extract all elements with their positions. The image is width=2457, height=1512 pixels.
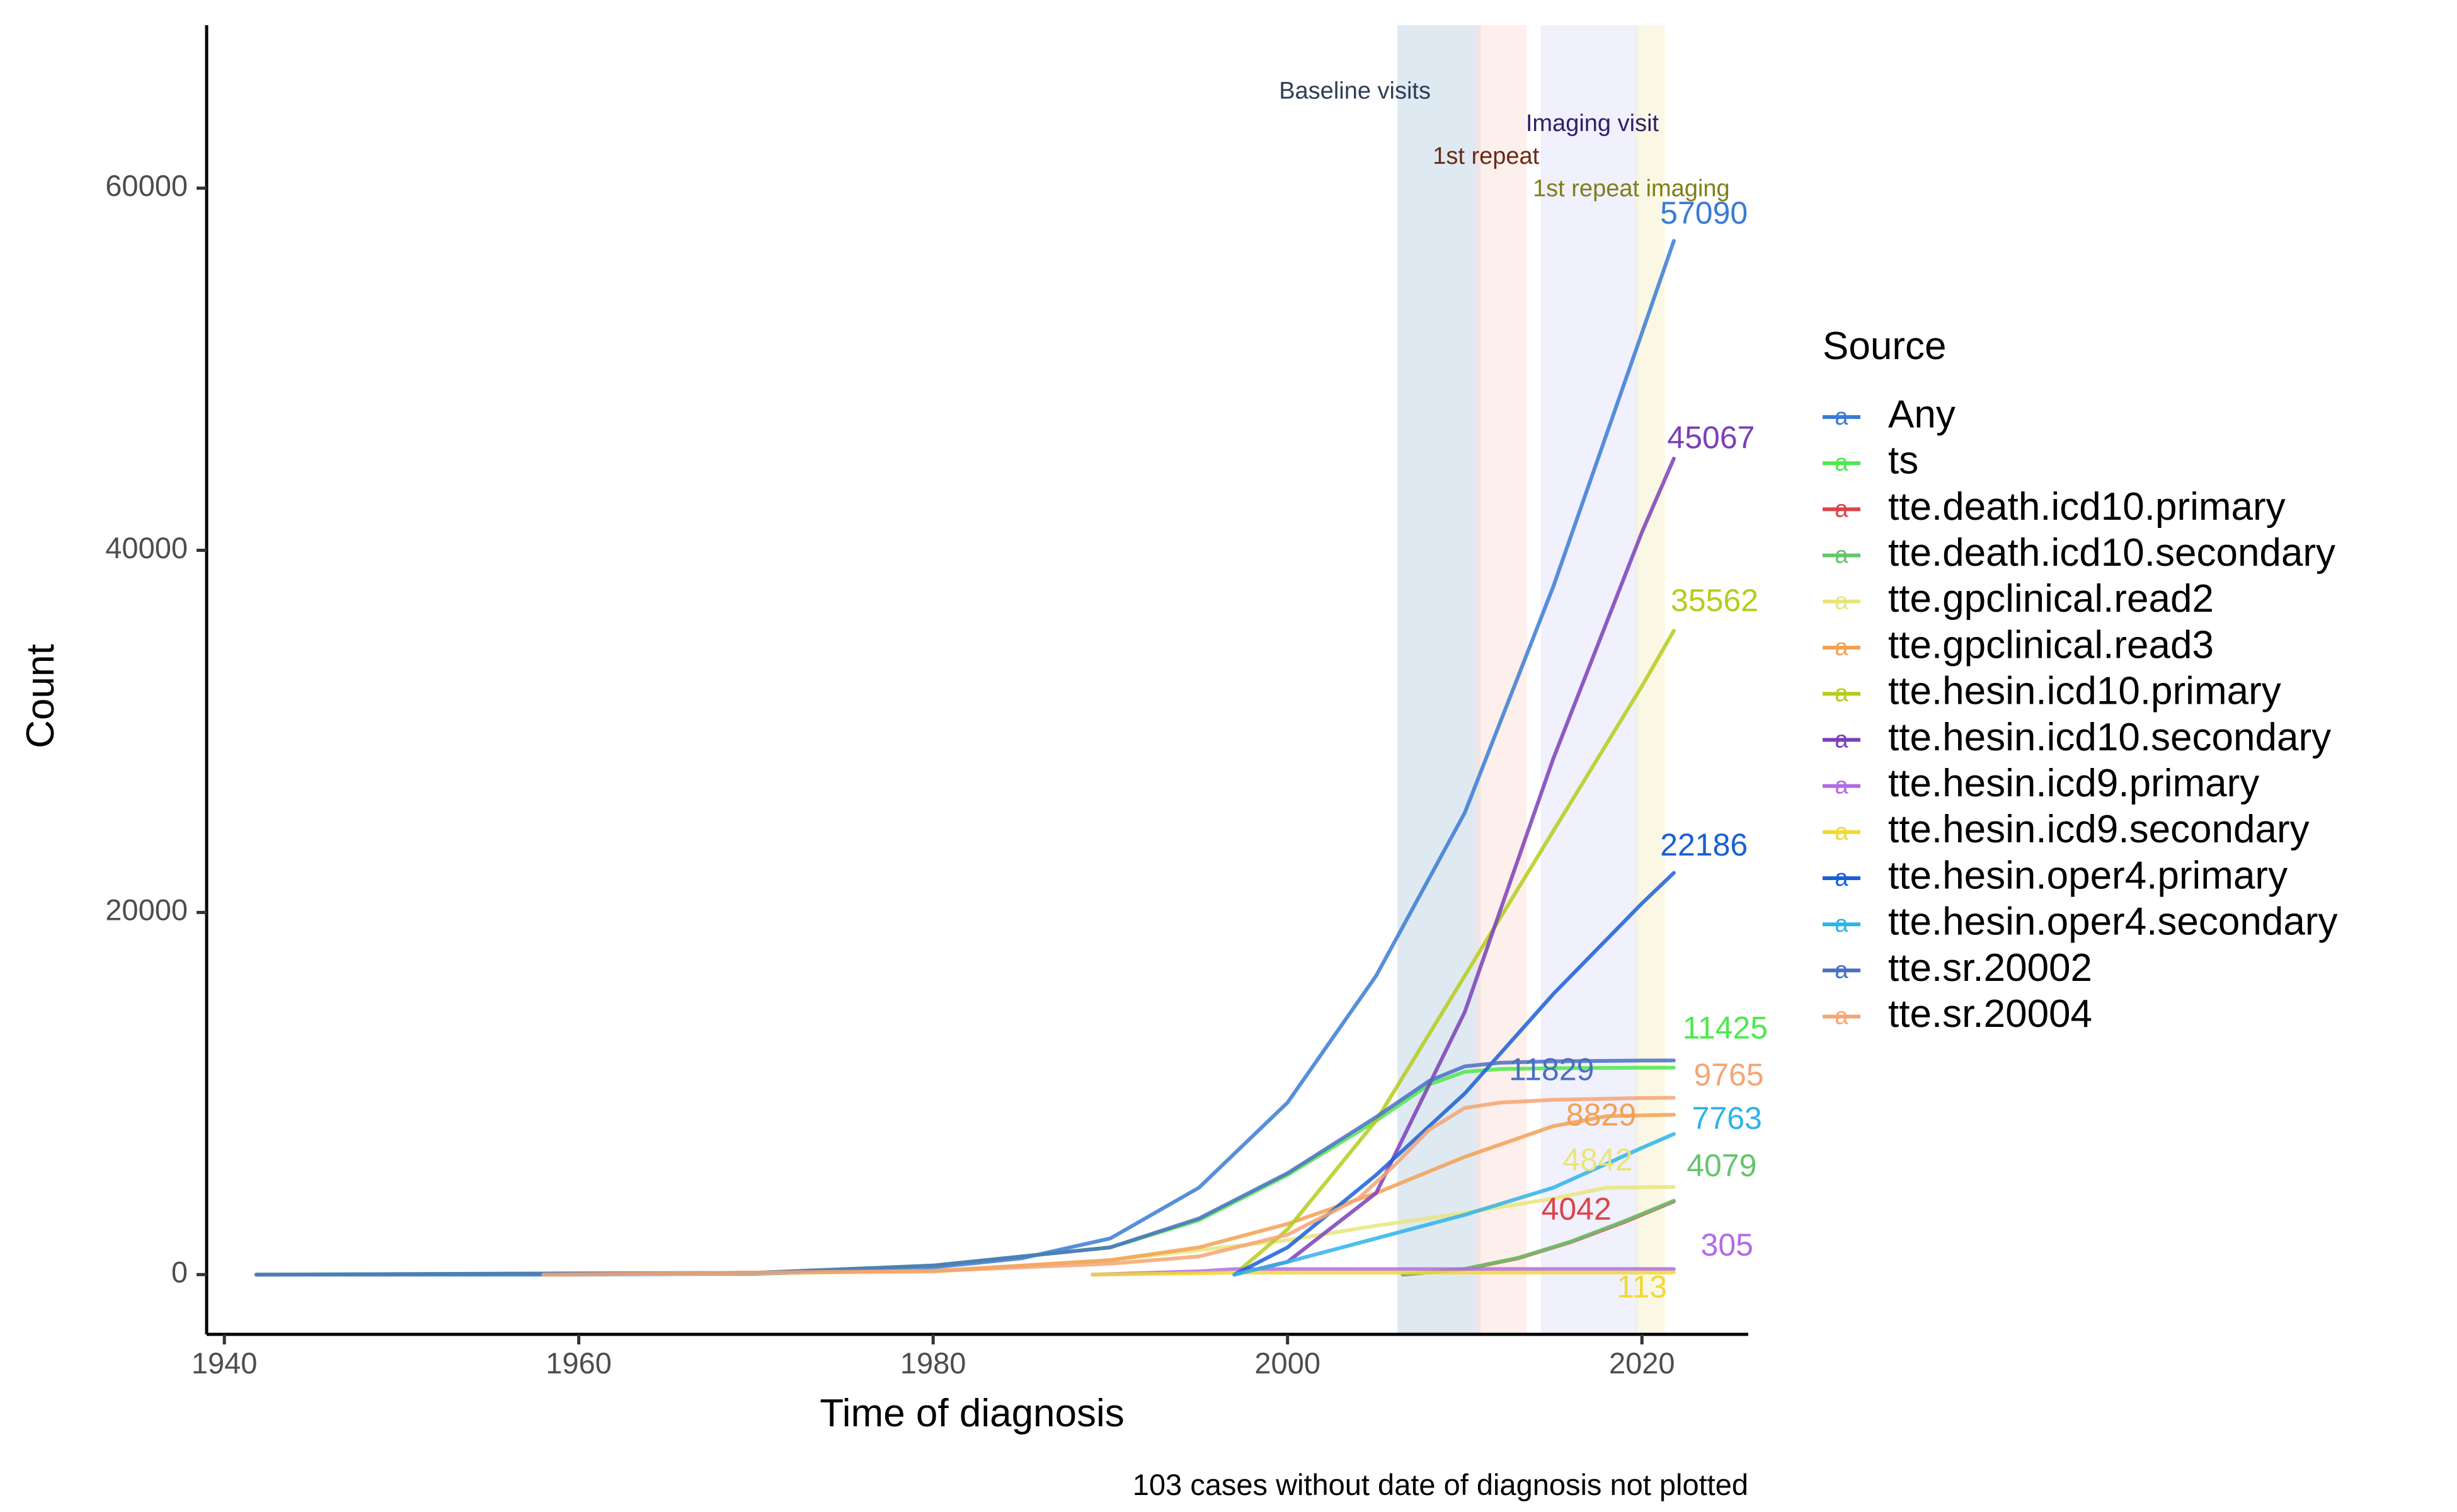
legend-key-glyph: a <box>1835 496 1848 522</box>
x-tick-label: 1960 <box>546 1346 612 1380</box>
end-label-tte-hesin-icd9-primary: 305 <box>1701 1227 1753 1263</box>
legend-label: tte.hesin.icd9.secondary <box>1888 808 2310 851</box>
legend-item-tte-death-icd10-secondary: a tte.death.icd10.secondary <box>1823 531 2335 575</box>
legend-label: tte.sr.20002 <box>1888 946 2092 990</box>
series-line-tte-hesin-icd9-secondary <box>1091 1270 1676 1277</box>
y-tick-label: 20000 <box>105 893 188 927</box>
legend-label: tte.hesin.icd10.secondary <box>1888 716 2331 759</box>
legend-item-tte-hesin-icd10-secondary: a tte.hesin.icd10.secondary <box>1823 716 2331 759</box>
legend-item-tte-sr-20002: a tte.sr.20002 <box>1823 946 2092 990</box>
legend-label: tte.hesin.oper4.secondary <box>1888 900 2337 944</box>
legend-key-glyph: a <box>1835 957 1848 983</box>
legend-key-glyph: a <box>1835 726 1848 753</box>
legend-item-tte-gpclinical-read2: a tte.gpclinical.read2 <box>1823 577 2214 621</box>
y-tick-label: 0 <box>171 1256 188 1289</box>
legend-label: tte.hesin.icd9.primary <box>1888 762 2259 805</box>
end-label-tte-gpclinical-read2: 4842 <box>1562 1142 1632 1177</box>
x-tick-label: 2020 <box>1609 1346 1675 1380</box>
x-axis-title: Time of diagnosis <box>820 1392 1125 1435</box>
period-band-imaging-visit <box>1540 25 1639 1334</box>
legend-label: tte.gpclinical.read2 <box>1888 577 2214 621</box>
period-label-1st-repeat-imaging: 1st repeat imaging <box>1533 176 1730 202</box>
legend-label: tte.hesin.icd10.primary <box>1888 670 2281 713</box>
legend-key-glyph: a <box>1835 404 1848 430</box>
series-lines <box>254 239 1676 1277</box>
period-labels: Baseline visits 1st repeat Imaging visit 1s… <box>1279 77 1729 202</box>
legend-item-tte-gpclinical-read3: a tte.gpclinical.read3 <box>1823 623 2214 667</box>
end-label-tte-hesin-oper4-primary: 22186 <box>1660 827 1748 862</box>
legend-item-tte-death-icd10-primary: a tte.death.icd10.primary <box>1823 485 2286 529</box>
legend-key-glyph: a <box>1835 450 1848 476</box>
end-label-tte-death-icd10-secondary: 4079 <box>1687 1148 1756 1183</box>
period-label-imaging-visit: Imaging visit <box>1526 110 1659 137</box>
y-tick-label: 60000 <box>105 169 188 202</box>
series-line-tte-hesin-oper4-primary <box>1232 871 1676 1277</box>
legend-key-glyph: a <box>1835 680 1848 707</box>
legend: Source a Any a ts a tte.death.icd10.primary a t… <box>1823 324 2337 1036</box>
legend-item-any: a Any <box>1823 392 1956 436</box>
x-tick-label: 1980 <box>900 1346 966 1380</box>
end-label-tte-hesin-oper4-secondary: 7763 <box>1692 1101 1762 1136</box>
y-axis-title: Count <box>19 644 62 748</box>
period-label-1st-repeat: 1st repeat <box>1433 143 1539 169</box>
legend-label: Any <box>1888 392 1956 436</box>
legend-label: tte.death.icd10.secondary <box>1888 531 2335 575</box>
legend-label: tte.gpclinical.read3 <box>1888 623 2214 667</box>
period-label-baseline-visits: Baseline visits <box>1279 77 1431 104</box>
x-tick-label: 2000 <box>1254 1346 1320 1380</box>
legend-item-tte-hesin-icd10-primary: a tte.hesin.icd10.primary <box>1823 670 2281 713</box>
legend-key-glyph: a <box>1835 634 1848 661</box>
legend-item-tte-hesin-icd9-secondary: a tte.hesin.icd9.secondary <box>1823 808 2310 851</box>
legend-key-glyph: a <box>1835 773 1848 799</box>
legend-label: tte.death.icd10.primary <box>1888 485 2286 529</box>
legend-title: Source <box>1823 324 1946 368</box>
end-label-tte-gpclinical-read3: 8829 <box>1566 1097 1636 1132</box>
end-label-tte-sr-20004: 9765 <box>1693 1057 1763 1092</box>
legend-key-glyph: a <box>1835 865 1848 891</box>
legend-key-glyph: a <box>1835 588 1848 615</box>
y-tick-label: 40000 <box>105 531 188 564</box>
end-labels: 57090 11425 4042 4079 4842 8829 35562 45067 305 1… <box>1509 195 1768 1304</box>
legend-item-tte-hesin-icd9-primary: a tte.hesin.icd9.primary <box>1823 762 2259 805</box>
end-label-tte-hesin-icd10-secondary: 45067 <box>1667 420 1755 455</box>
end-label-tte-hesin-icd10-primary: 35562 <box>1671 583 1758 618</box>
legend-key-glyph: a <box>1835 542 1848 569</box>
legend-item-tte-hesin-oper4-primary: a tte.hesin.oper4.primary <box>1823 854 2288 897</box>
plot-area: 57090 11425 4042 4079 4842 8829 35562 45067 305 1… <box>254 25 1768 1334</box>
end-label-any: 57090 <box>1660 195 1748 231</box>
end-label-tte-hesin-icd9-secondary: 113 <box>1617 1269 1667 1304</box>
legend-label: tte.sr.20004 <box>1888 992 2092 1036</box>
end-label-tte-sr-20002: 11829 <box>1509 1051 1594 1087</box>
axes: 0 20000 40000 60000 1940 1960 1980 2000 2020 <box>105 25 1748 1380</box>
caption: 103 cases without date of diagnosis not … <box>1133 1468 1748 1501</box>
series-line-tte-sr-20002 <box>254 1058 1676 1277</box>
x-tick-label: 1940 <box>192 1346 258 1380</box>
legend-label: ts <box>1888 439 1918 483</box>
series-line-tte-hesin-oper4-secondary <box>1232 1132 1676 1277</box>
legend-label: tte.hesin.oper4.primary <box>1888 854 2288 897</box>
series-line-tte-hesin-icd10-primary <box>1232 629 1676 1277</box>
period-band-baseline-visits <box>1397 25 1481 1334</box>
study-periods <box>1397 25 1665 1334</box>
end-label-tte-death-icd10-primary: 4042 <box>1542 1191 1612 1227</box>
end-label-ts: 11425 <box>1683 1010 1768 1045</box>
legend-item-ts: a ts <box>1823 439 1918 483</box>
legend-key-glyph: a <box>1835 1004 1848 1030</box>
legend-key-glyph: a <box>1835 911 1848 937</box>
legend-item-tte-sr-20004: a tte.sr.20004 <box>1823 992 2092 1036</box>
legend-item-tte-hesin-oper4-secondary: a tte.hesin.oper4.secondary <box>1823 900 2337 944</box>
legend-key-glyph: a <box>1835 819 1848 845</box>
series-line-tte-sr-20004 <box>541 1096 1676 1277</box>
